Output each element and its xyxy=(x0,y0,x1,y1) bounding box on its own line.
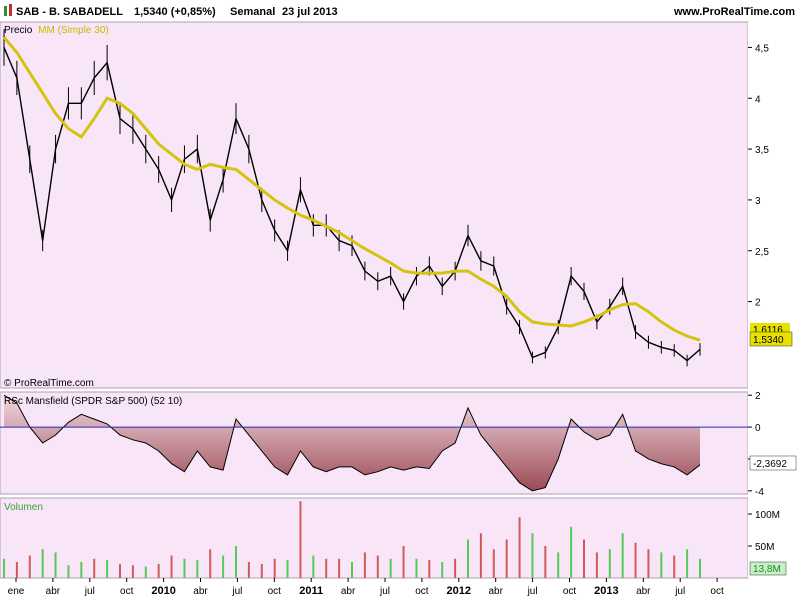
header-bar xyxy=(0,0,800,22)
rs-area xyxy=(4,395,700,491)
price-y-tick-label: 3,5 xyxy=(755,145,769,156)
volume-title: Volumen xyxy=(4,502,43,513)
x-tick-label: jul xyxy=(674,586,685,597)
rs-y-tick-label: 2 xyxy=(755,391,761,402)
volume-y-tick-label: 50M xyxy=(755,542,774,553)
rs-title: RSc Mansfield (SPDR S&P 500) (52 10) xyxy=(4,396,182,407)
price-y-tick-label: 4 xyxy=(755,94,761,105)
x-tick-label: oct xyxy=(415,586,429,597)
x-tick-label: jul xyxy=(379,586,390,597)
x-tick-label: abr xyxy=(193,586,208,597)
x-tick-label: ene xyxy=(8,586,25,597)
candle-icon xyxy=(4,4,12,16)
ma-value-label: 1,6116 xyxy=(753,325,783,336)
x-tick-label: abr xyxy=(488,586,503,597)
x-tick-label: oct xyxy=(268,586,282,597)
watermark: © ProRealTime.com xyxy=(4,378,94,389)
price-panel xyxy=(0,21,749,389)
x-tick-label: jul xyxy=(527,586,538,597)
x-tick-label: 2011 xyxy=(299,585,323,597)
header-title: SAB - B. SABADELL xyxy=(16,6,123,18)
volume-layer xyxy=(3,501,701,578)
price-y-tick-label: 4,5 xyxy=(755,43,769,54)
x-tick-label: jul xyxy=(84,586,95,597)
header-price-change: 1,5340 (+0,85%) xyxy=(134,6,216,18)
x-tick-label: oct xyxy=(563,586,577,597)
x-tick-label: abr xyxy=(341,586,356,597)
volume-y-tick-label: 100M xyxy=(755,510,780,521)
x-tick-label: 2012 xyxy=(447,585,471,597)
price-value-label: 1,5340 xyxy=(753,335,784,346)
rs-value-label: -2,3692 xyxy=(753,459,787,470)
x-tick-label: oct xyxy=(120,586,134,597)
rs-y-tick-label: 0 xyxy=(755,423,761,434)
x-tick-label: jul xyxy=(231,586,242,597)
x-tick-label: abr xyxy=(46,586,61,597)
volume-value-box: 13,8M xyxy=(749,561,787,576)
price-layer xyxy=(2,29,701,367)
price-y-tick-label: 3 xyxy=(755,196,761,207)
ma-series-line xyxy=(2,36,701,342)
volume-value-label: 13,8M xyxy=(753,564,781,575)
axis-strip xyxy=(748,22,800,578)
x-tick-label: abr xyxy=(636,586,651,597)
price-legend-price: Precio xyxy=(4,25,33,36)
rs-y-tick-label: -4 xyxy=(755,487,764,498)
axes-layer: 4,543,532,5220-2-4100M50Meneabrjuloct201… xyxy=(8,43,780,597)
price-legend-ma: MM (Simple 30) xyxy=(38,25,109,36)
x-tick-label: 2010 xyxy=(151,585,175,597)
price-value-box: 1,5340 xyxy=(749,331,793,347)
header-date: 23 jul 2013 xyxy=(282,6,338,18)
rs-layer xyxy=(0,394,748,492)
x-tick-label: oct xyxy=(710,586,724,597)
price-legend: Precio MM (Simple 30) xyxy=(4,25,109,36)
header-site[interactable]: www.ProRealTime.com xyxy=(673,6,795,18)
rs-series-line xyxy=(3,394,701,492)
header-period: Semanal xyxy=(230,6,275,18)
price-y-tick-label: 2,5 xyxy=(755,247,769,258)
x-tick-label: 2013 xyxy=(594,585,618,597)
rs-value-box: -2,3692 xyxy=(749,455,797,471)
price-y-tick-label: 2 xyxy=(755,298,761,309)
